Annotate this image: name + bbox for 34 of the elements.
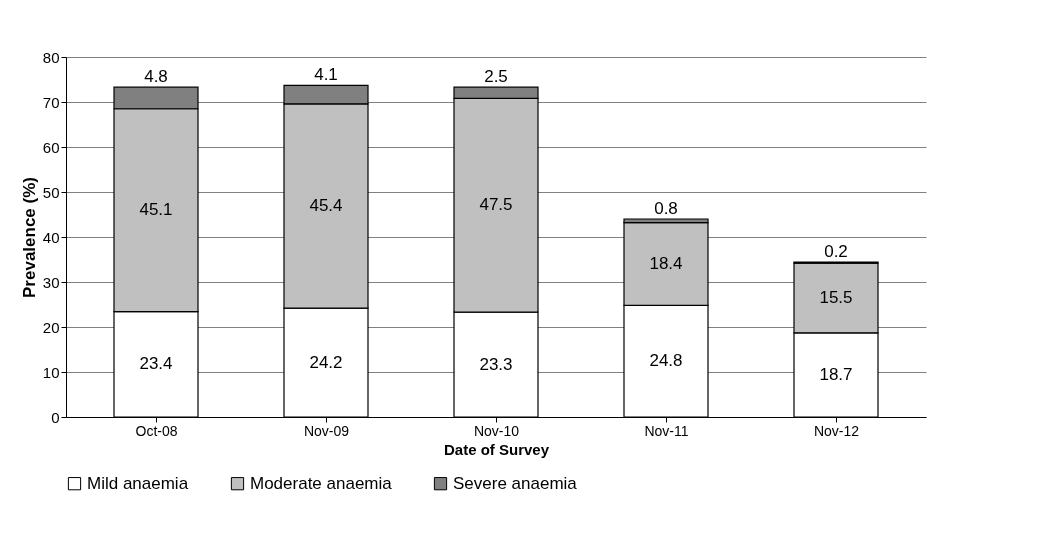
data-label: 47.5 xyxy=(479,195,513,215)
x-axis-title: Date of Survey xyxy=(443,440,550,458)
data-label: 4.1 xyxy=(314,65,338,85)
data-label: 45.1 xyxy=(139,200,173,220)
y-tick-label: 50 xyxy=(42,183,60,201)
y-tick-label: 60 xyxy=(42,138,60,156)
y-tick-label: 80 xyxy=(42,48,60,66)
data-label: 18.7 xyxy=(819,364,853,384)
x-tick-label: Nov-09 xyxy=(303,422,350,439)
y-tick-label: 10 xyxy=(42,363,60,381)
y-tick-label: 40 xyxy=(42,228,60,246)
legend-label: Mild anaemia xyxy=(87,473,189,493)
y-tick-label: 30 xyxy=(42,273,60,291)
data-label: 15.5 xyxy=(819,287,853,307)
x-tick-label: Nov-10 xyxy=(473,422,520,439)
y-tick-label: 0 xyxy=(51,408,60,426)
data-label: 0.8 xyxy=(654,199,678,218)
data-label: 4.8 xyxy=(144,67,168,87)
data-label: 0.2 xyxy=(824,242,848,262)
data-label: 24.8 xyxy=(649,351,683,371)
legend-label: Severe anaemia xyxy=(453,473,578,493)
y-tick-label: 70 xyxy=(42,93,60,111)
x-tick-label: Nov-11 xyxy=(644,422,689,439)
data-label: 24.2 xyxy=(309,352,343,372)
y-axis-title: Prevalence (%) xyxy=(19,177,39,298)
x-tick-label: Oct-08 xyxy=(135,422,178,439)
y-tick-label: 20 xyxy=(42,318,60,336)
data-label: 2.5 xyxy=(484,67,508,87)
legend-label: Moderate anaemia xyxy=(250,473,393,493)
x-tick-label: Nov-12 xyxy=(813,422,860,439)
data-label: 23.4 xyxy=(139,354,173,374)
data-label: 18.4 xyxy=(649,254,683,273)
data-label: 45.4 xyxy=(309,195,343,215)
data-label: 23.3 xyxy=(479,354,513,374)
